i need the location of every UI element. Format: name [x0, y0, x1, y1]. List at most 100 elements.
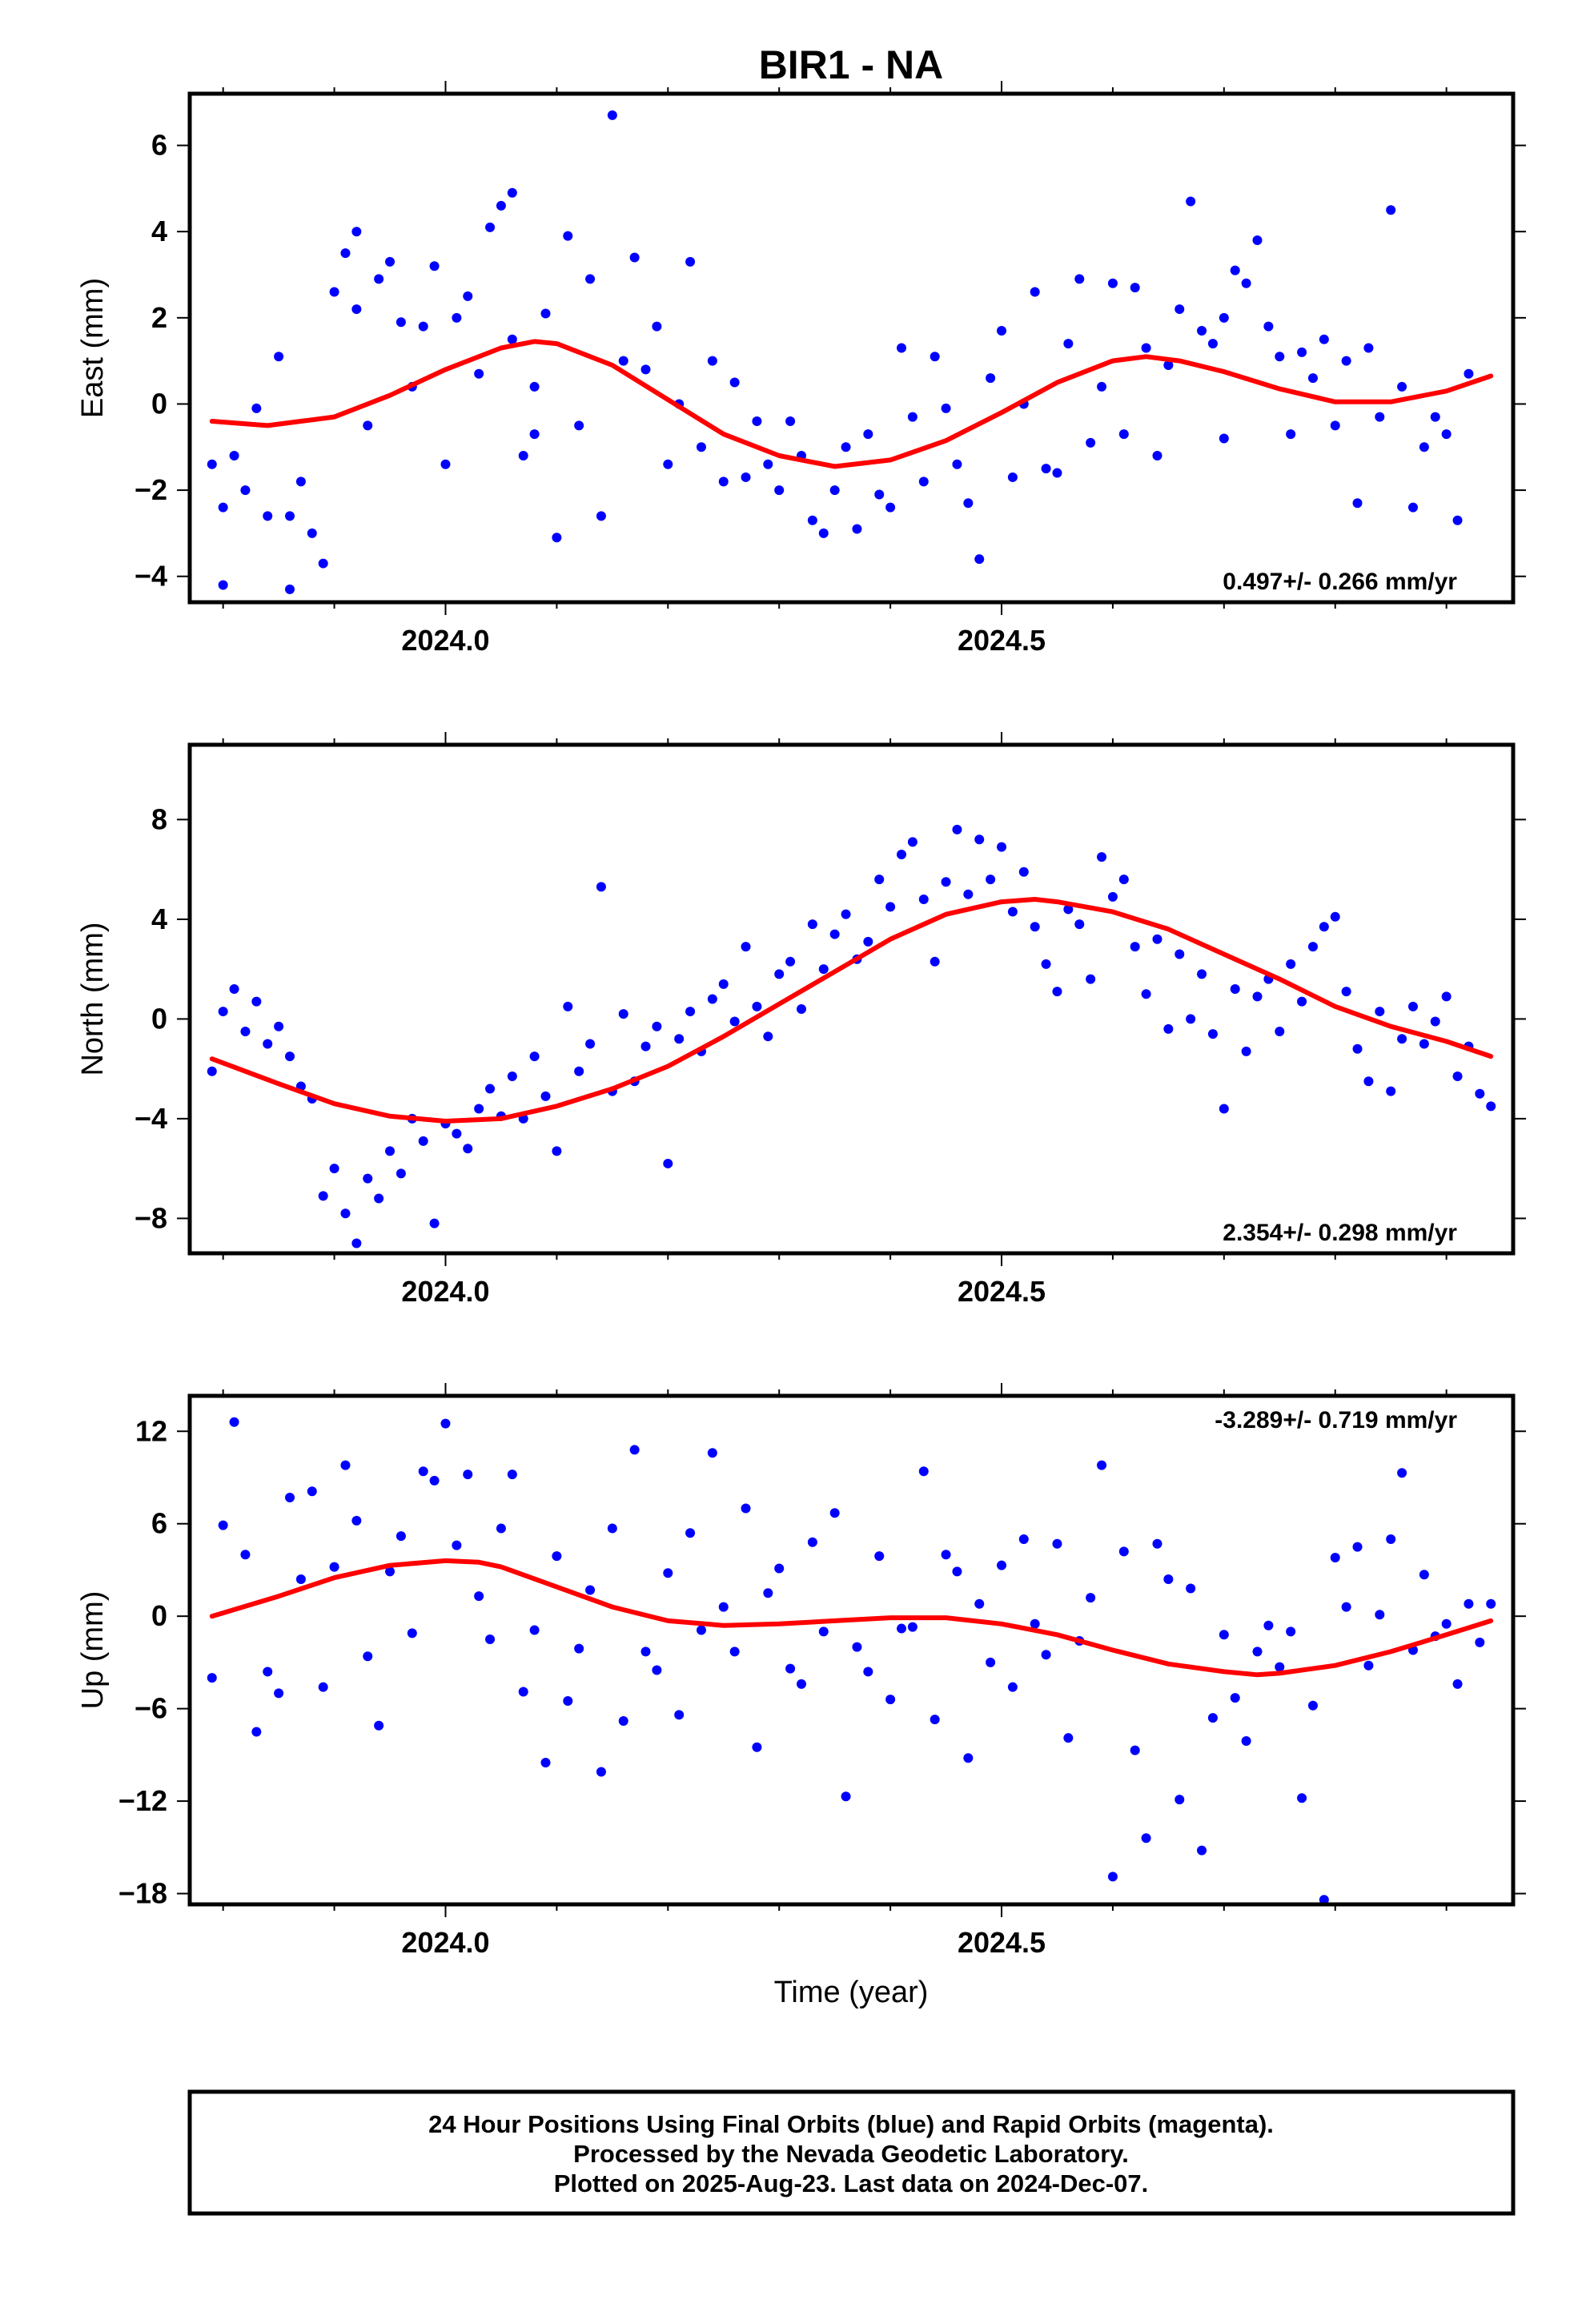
east-data-point — [963, 498, 974, 509]
east-data-point — [1219, 433, 1229, 444]
east-data-point — [1419, 442, 1429, 452]
north-data-point — [251, 996, 262, 1007]
up-data-point — [863, 1667, 873, 1677]
up-data-point — [552, 1551, 562, 1562]
up-data-point — [251, 1727, 262, 1737]
up-data-point — [307, 1486, 317, 1497]
up-data-point — [618, 1716, 628, 1727]
east-data-points — [207, 110, 1474, 594]
up-data-point — [1197, 1845, 1207, 1856]
north-data-point — [1086, 974, 1096, 984]
north-data-point — [1407, 1001, 1418, 1011]
east-data-point — [1230, 265, 1240, 275]
north-data-point — [596, 882, 606, 892]
up-data-point — [907, 1622, 917, 1632]
up-data-point — [897, 1623, 907, 1634]
north-data-point — [1441, 991, 1452, 1002]
up-data-point — [1130, 1745, 1140, 1755]
up-data-point — [407, 1628, 417, 1638]
east-data-point — [1363, 343, 1374, 353]
north-data-point — [1041, 959, 1051, 969]
east-data-point — [329, 287, 339, 297]
east-data-point — [1197, 325, 1207, 336]
east-y-tick-label: 4 — [151, 215, 167, 247]
east-data-point — [952, 459, 962, 469]
up-y-tick-label: 0 — [151, 1599, 167, 1632]
up-data-point — [829, 1508, 840, 1518]
north-data-point — [1452, 1071, 1463, 1081]
north-data-point — [718, 979, 729, 989]
up-data-point — [763, 1588, 773, 1598]
east-y-tick-label: −4 — [135, 560, 167, 593]
east-data-point — [1352, 498, 1363, 509]
up-data-point — [563, 1696, 573, 1706]
north-data-point — [340, 1208, 351, 1219]
east-data-point — [1130, 283, 1140, 293]
east-data-point — [930, 352, 940, 362]
east-data-point — [540, 308, 551, 319]
east-data-point — [363, 420, 373, 431]
north-data-point — [363, 1173, 373, 1184]
up-data-point — [1297, 1793, 1307, 1803]
up-data-point — [452, 1540, 462, 1550]
north-data-point — [1330, 911, 1340, 922]
north-data-point — [963, 889, 974, 899]
north-data-point — [552, 1146, 562, 1156]
east-data-point — [1307, 373, 1318, 384]
up-data-point — [1307, 1700, 1318, 1711]
north-data-point — [1341, 987, 1351, 997]
east-data-point — [885, 502, 896, 513]
east-data-point — [718, 476, 729, 487]
north-data-point — [685, 1007, 696, 1017]
up-data-point — [1275, 1662, 1285, 1672]
north-y-tick-label: 0 — [151, 1002, 167, 1035]
east-data-point — [1219, 312, 1229, 323]
east-data-point — [251, 403, 262, 413]
north-plot-frame — [187, 742, 1516, 1256]
north-data-point — [774, 969, 785, 979]
north-y-tick-label: −8 — [135, 1201, 167, 1234]
up-y-tick-label: 12 — [135, 1414, 167, 1447]
up-data-point — [986, 1657, 996, 1667]
north-data-point — [374, 1193, 384, 1204]
north-data-point — [318, 1191, 328, 1201]
east-data-point — [663, 459, 673, 469]
up-data-point — [418, 1466, 428, 1477]
north-data-point — [674, 1034, 685, 1044]
up-data-point — [396, 1531, 406, 1542]
up-data-point — [1186, 1583, 1196, 1594]
east-data-point — [440, 459, 451, 469]
up-data-point — [274, 1688, 284, 1699]
east-data-point — [1452, 515, 1463, 525]
chart-title: BIR1 - NA — [759, 42, 944, 87]
east-data-point — [1441, 429, 1452, 440]
east-data-point — [685, 256, 696, 267]
east-data-point — [207, 459, 217, 469]
up-data-point — [1263, 1620, 1274, 1630]
east-data-point — [618, 356, 628, 366]
up-data-points — [207, 1417, 1496, 1905]
up-data-point — [1107, 1872, 1118, 1882]
up-data-point — [1319, 1895, 1329, 1905]
north-data-point — [1118, 875, 1129, 885]
east-data-point — [340, 248, 351, 259]
east-data-point — [1330, 420, 1340, 431]
east-data-point — [274, 352, 284, 362]
north-data-point — [818, 964, 829, 975]
up-data-point — [997, 1560, 1007, 1570]
east-data-point — [318, 558, 328, 569]
up-data-point — [685, 1528, 696, 1538]
north-data-point — [507, 1071, 517, 1081]
east-data-point — [1118, 429, 1129, 440]
east-data-point — [741, 472, 751, 482]
north-data-point — [863, 936, 873, 947]
east-data-point — [529, 381, 540, 392]
north-data-point — [1130, 942, 1140, 952]
north-data-points — [207, 824, 1496, 1248]
up-data-point — [463, 1470, 473, 1480]
up-data-point — [1352, 1542, 1363, 1552]
north-data-point — [240, 1026, 251, 1036]
north-data-point — [329, 1164, 339, 1174]
north-data-point — [763, 1031, 773, 1042]
up-x-tick-label: 2024.0 — [401, 1926, 489, 1959]
